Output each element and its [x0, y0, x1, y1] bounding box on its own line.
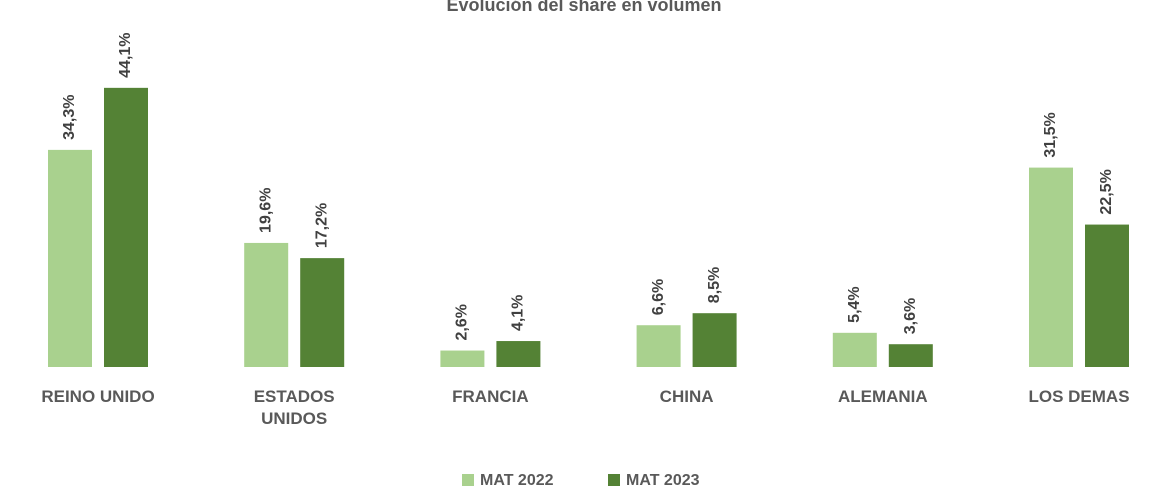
data-label: 8,5% — [706, 267, 723, 303]
x-tick-label: CHINA — [659, 387, 714, 406]
bar — [244, 242, 289, 367]
x-tick-label: FRANCIA — [452, 387, 529, 406]
legend-label: MAT 2023 — [626, 472, 700, 489]
x-tick-label: ESTADOS UNIDOS — [253, 387, 335, 428]
bar — [48, 149, 92, 367]
data-label: 2,6% — [454, 304, 471, 340]
data-label: 6,6% — [650, 279, 667, 315]
data-label: 34,3% — [61, 95, 78, 140]
data-label: 17,2% — [313, 203, 330, 248]
bar — [300, 258, 345, 367]
x-tick-label: REINO UNIDO — [41, 387, 155, 406]
data-label: 44,1% — [117, 32, 134, 77]
data-label: 5,4% — [846, 286, 863, 322]
data-label: 4,1% — [510, 295, 527, 331]
bar — [888, 344, 933, 367]
bar — [104, 87, 148, 368]
legend-label: MAT 2022 — [480, 472, 554, 489]
bar — [636, 325, 681, 367]
data-label: 3,6% — [902, 298, 919, 334]
bar — [832, 332, 877, 367]
x-tick-label: LOS DEMAS — [1028, 387, 1130, 406]
data-label: 31,5% — [1042, 112, 1059, 157]
bar — [1029, 167, 1073, 367]
bar — [1085, 224, 1129, 367]
data-label: 19,6% — [257, 188, 274, 233]
bar — [440, 350, 485, 367]
x-tick-label: ALEMANIA — [837, 387, 928, 406]
bar — [496, 341, 541, 367]
bar — [692, 313, 737, 367]
chart-title: Evolución del share en volumen — [446, 0, 721, 15]
data-label: 22,5% — [1098, 169, 1115, 214]
legend-swatch — [608, 474, 620, 486]
legend-swatch — [462, 474, 474, 486]
